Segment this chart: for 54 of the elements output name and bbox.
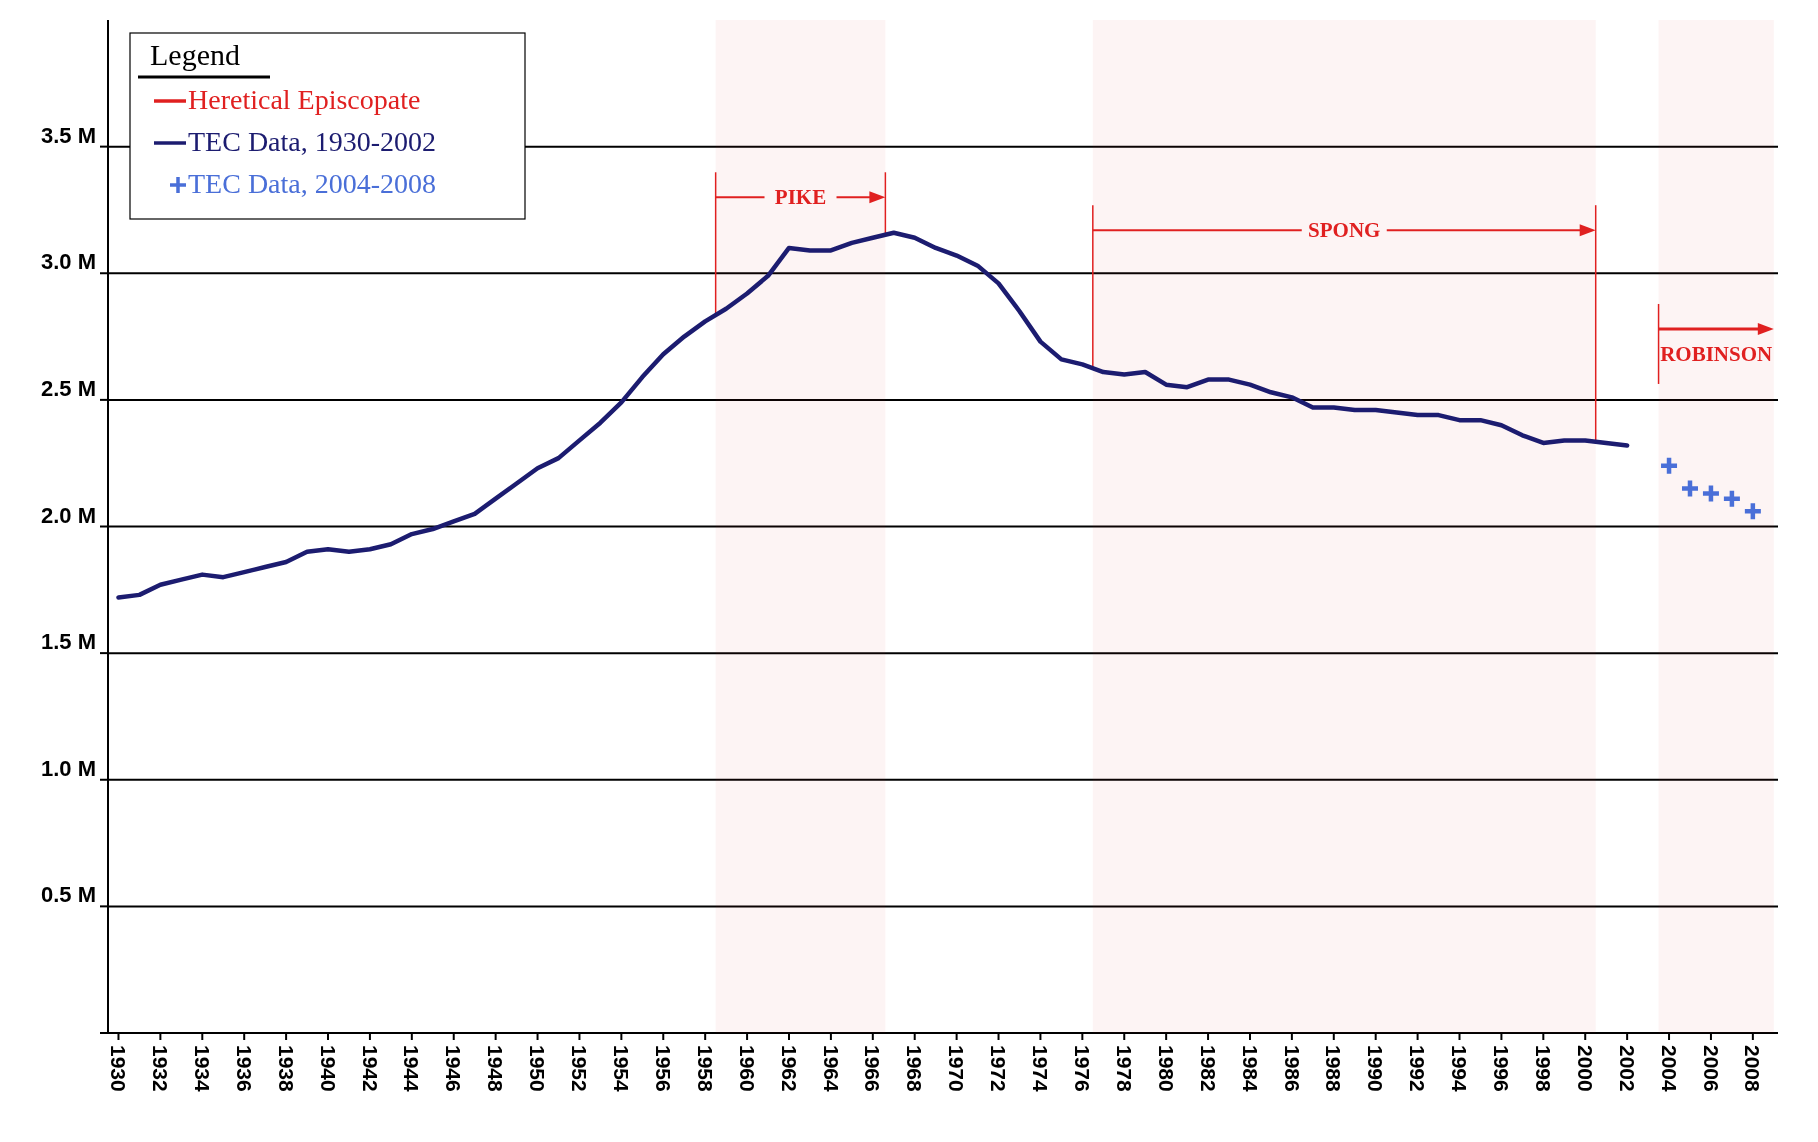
band-label: ROBINSON: [1660, 341, 1773, 366]
x-tick-label: 1936: [232, 1045, 256, 1092]
x-tick-label: 2006: [1699, 1045, 1723, 1092]
x-tick-label: 1956: [651, 1045, 675, 1092]
x-tick-label: 1978: [1112, 1045, 1136, 1093]
x-tick-label: 1964: [819, 1045, 843, 1093]
x-tick-label: 1974: [1029, 1045, 1053, 1093]
y-tick-label: 0.5 M: [40, 882, 96, 908]
x-tick-label: 1940: [316, 1045, 340, 1092]
annotation: Heretical Episcopate: [188, 84, 421, 115]
x-tick-label: 1994: [1448, 1045, 1472, 1093]
x-tick-label: 1962: [777, 1045, 801, 1092]
x-tick-label: 1952: [568, 1045, 592, 1092]
x-tick-label: 1976: [1070, 1045, 1094, 1092]
x-tick-label: 1990: [1364, 1045, 1388, 1092]
x-tick-label: 1982: [1196, 1045, 1220, 1092]
x-tick-label: 1980: [1154, 1045, 1178, 1092]
x-tick-label: 1992: [1406, 1045, 1430, 1092]
x-tick-label: 1996: [1490, 1045, 1514, 1092]
y-tick-label: 2.5 M: [40, 375, 96, 401]
legend-title: Legend: [150, 38, 240, 71]
x-tick-label: 1930: [107, 1045, 131, 1092]
y-tick-label: 3.0 M: [40, 249, 96, 275]
x-tick-label: 1984: [1238, 1045, 1262, 1093]
x-tick-label: 1934: [190, 1045, 214, 1093]
y-tick-label: 2.0 M: [40, 502, 96, 528]
legend-label: TEC Data, 2004-2008: [188, 168, 437, 199]
x-tick-label: 1938: [274, 1045, 298, 1093]
band-label: SPONG: [1308, 218, 1381, 243]
x-tick-label: 2008: [1741, 1045, 1765, 1093]
band-label: PIKE: [774, 185, 827, 210]
x-tick-label: 1966: [861, 1045, 885, 1092]
x-tick-label: 1946: [442, 1045, 466, 1092]
x-tick-label: 1972: [987, 1045, 1011, 1092]
x-tick-label: 1948: [484, 1045, 508, 1093]
x-tick-label: 2004: [1657, 1045, 1681, 1093]
x-tick-label: 1944: [400, 1045, 424, 1093]
y-tick-label: 3.5 M: [40, 122, 96, 148]
x-tick-label: 1958: [693, 1045, 717, 1093]
y-tick-label: 1.0 M: [40, 755, 96, 781]
x-tick-label: 1970: [945, 1045, 969, 1092]
x-tick-label: 1932: [149, 1045, 173, 1092]
y-tick-label: 1.5 M: [40, 629, 96, 655]
x-tick-label: 1986: [1280, 1045, 1304, 1092]
x-tick-label: 1998: [1531, 1045, 1555, 1093]
x-tick-label: 1988: [1322, 1045, 1346, 1093]
x-tick-label: 1960: [735, 1045, 759, 1092]
x-tick-label: 1942: [358, 1045, 382, 1092]
x-tick-label: 2000: [1573, 1045, 1597, 1092]
x-tick-label: 1950: [526, 1045, 550, 1092]
x-tick-label: 1954: [610, 1045, 634, 1093]
x-tick-label: 1968: [903, 1045, 927, 1093]
legend-label: TEC Data, 1930-2002: [188, 126, 437, 157]
x-tick-label: 2002: [1615, 1045, 1639, 1092]
